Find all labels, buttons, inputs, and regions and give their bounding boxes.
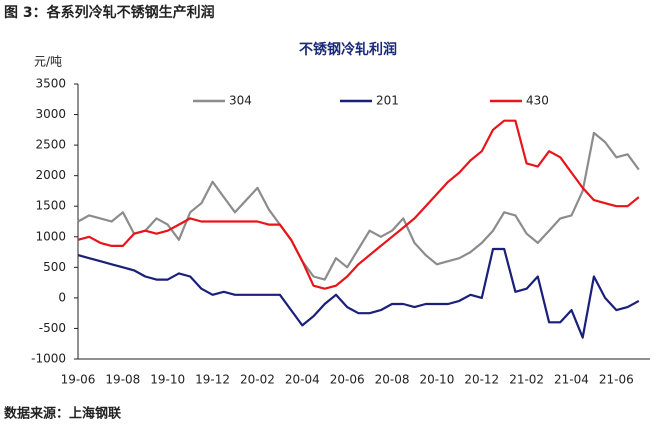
x-tick-label: 20-12 — [464, 373, 499, 387]
legend-label: 201 — [376, 94, 399, 108]
figure-header: 图 3：各系列冷轧不锈钢生产利润 — [4, 4, 215, 21]
y-tick-label: 0 — [58, 290, 66, 304]
y-tick-label: 500 — [43, 260, 66, 274]
x-tick-label: 20-02 — [240, 373, 275, 387]
x-tick-label: 19-06 — [61, 373, 96, 387]
y-tick-label: 3000 — [35, 107, 66, 121]
y-tick-label: 1500 — [35, 199, 66, 213]
y-tick-label: -1000 — [31, 352, 66, 366]
series-line — [77, 119, 640, 290]
x-tick-label: 20-08 — [375, 373, 410, 387]
y-tick-label: 3500 — [35, 77, 66, 91]
x-tick-label: 21-04 — [554, 373, 589, 387]
y-tick-label: 1000 — [35, 229, 66, 243]
x-tick-label: 19-08 — [105, 373, 140, 387]
source-note: 数据来源：上海钢联 — [4, 406, 121, 422]
series-line — [77, 247, 640, 339]
y-tick-label: -500 — [39, 321, 66, 335]
x-tick-label: 19-12 — [195, 373, 230, 387]
x-tick-label: 20-04 — [285, 373, 320, 387]
x-tick-label: 20-10 — [419, 373, 454, 387]
y-axis-label: 元/吨 — [34, 55, 62, 69]
y-tick-label: 2500 — [35, 138, 66, 152]
y-tick-label: 2000 — [35, 168, 66, 182]
chart-title: 不锈钢冷轧利润 — [299, 41, 397, 58]
legend-label: 304 — [229, 94, 252, 108]
x-tick-label: 19-10 — [150, 373, 185, 387]
x-tick-label: 21-02 — [509, 373, 544, 387]
x-tick-label: 21-06 — [599, 373, 634, 387]
legend-label: 430 — [526, 94, 549, 108]
x-tick-label: 20-06 — [330, 373, 365, 387]
